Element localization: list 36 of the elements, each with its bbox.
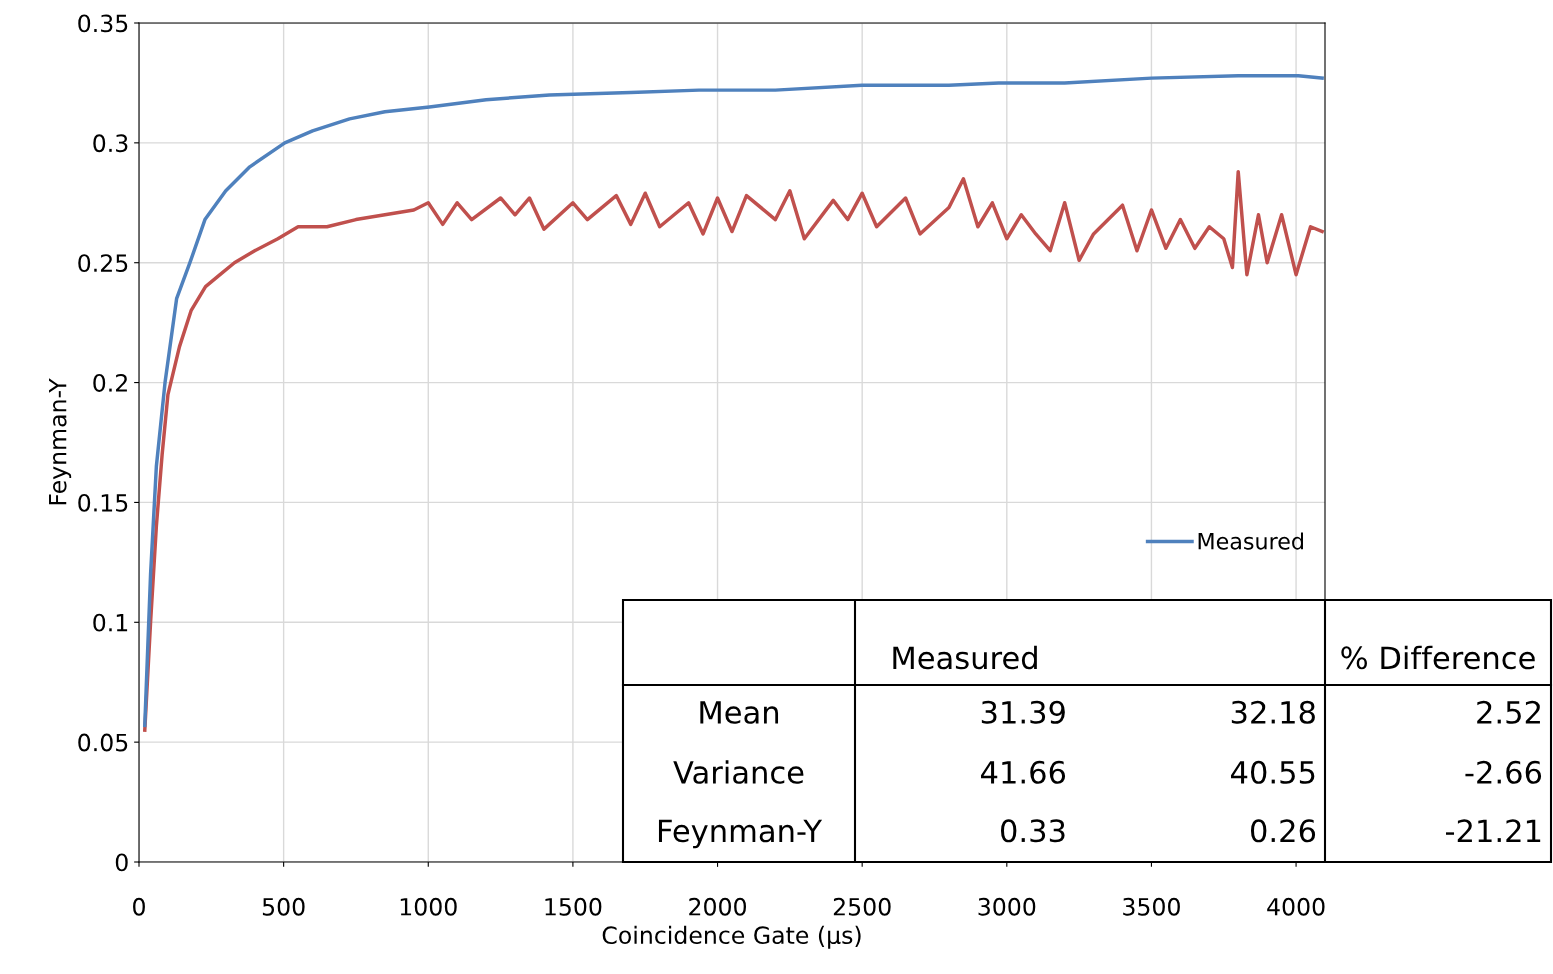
y-tick-label: 0.2 [93,374,127,392]
y-tick-label: 0.35 [78,14,128,33]
y-axis-title: Feynman-Y [49,378,72,505]
y-tick-label: 0.15 [78,493,128,512]
annotation: 40.55 [1231,760,1315,784]
annotation: Mean [700,701,779,724]
x-tick-label: 3000 [978,897,1036,916]
y-tick-label: 0 [115,853,128,872]
y-tick-label: 0.25 [78,254,128,273]
y-tick-label: 0.05 [78,733,128,752]
text: -21.21 [1446,819,1541,842]
annotation: Measured [893,645,1037,670]
x-tick-label: 2500 [833,897,891,916]
x-tick-label: 0 [133,897,145,916]
annotation: Variance [673,760,804,784]
y-tick-label: 0.1 [93,613,128,632]
annotation: 31.39 [981,700,1065,724]
x-tick-label: 2000 [689,897,747,916]
annotation: 32.18 [1231,700,1315,724]
text: 2.52 [1477,700,1540,724]
annotation: 41.66 [981,760,1066,784]
line-series [143,169,1324,732]
text: -2.66 [1465,760,1542,784]
x-axis-title: Coincidence Gate (µs) [602,925,861,949]
x-tick-label: 1500 [545,897,602,916]
y-tick-label: 0.3 [93,134,128,153]
x-tick-label: 3500 [1123,897,1180,916]
annotation: 0.26 [1250,819,1316,843]
x-tick-label: 1000 [400,897,457,916]
x-tick-label: 500 [262,897,305,916]
line-series [143,74,1324,728]
x-tick-label: 4000 [1267,897,1325,916]
text: % Difference [1341,645,1535,670]
annotation: Feynman-Y [658,819,823,849]
annotation: 0.33 [1000,819,1065,843]
legend-label: Measured [1198,532,1303,550]
